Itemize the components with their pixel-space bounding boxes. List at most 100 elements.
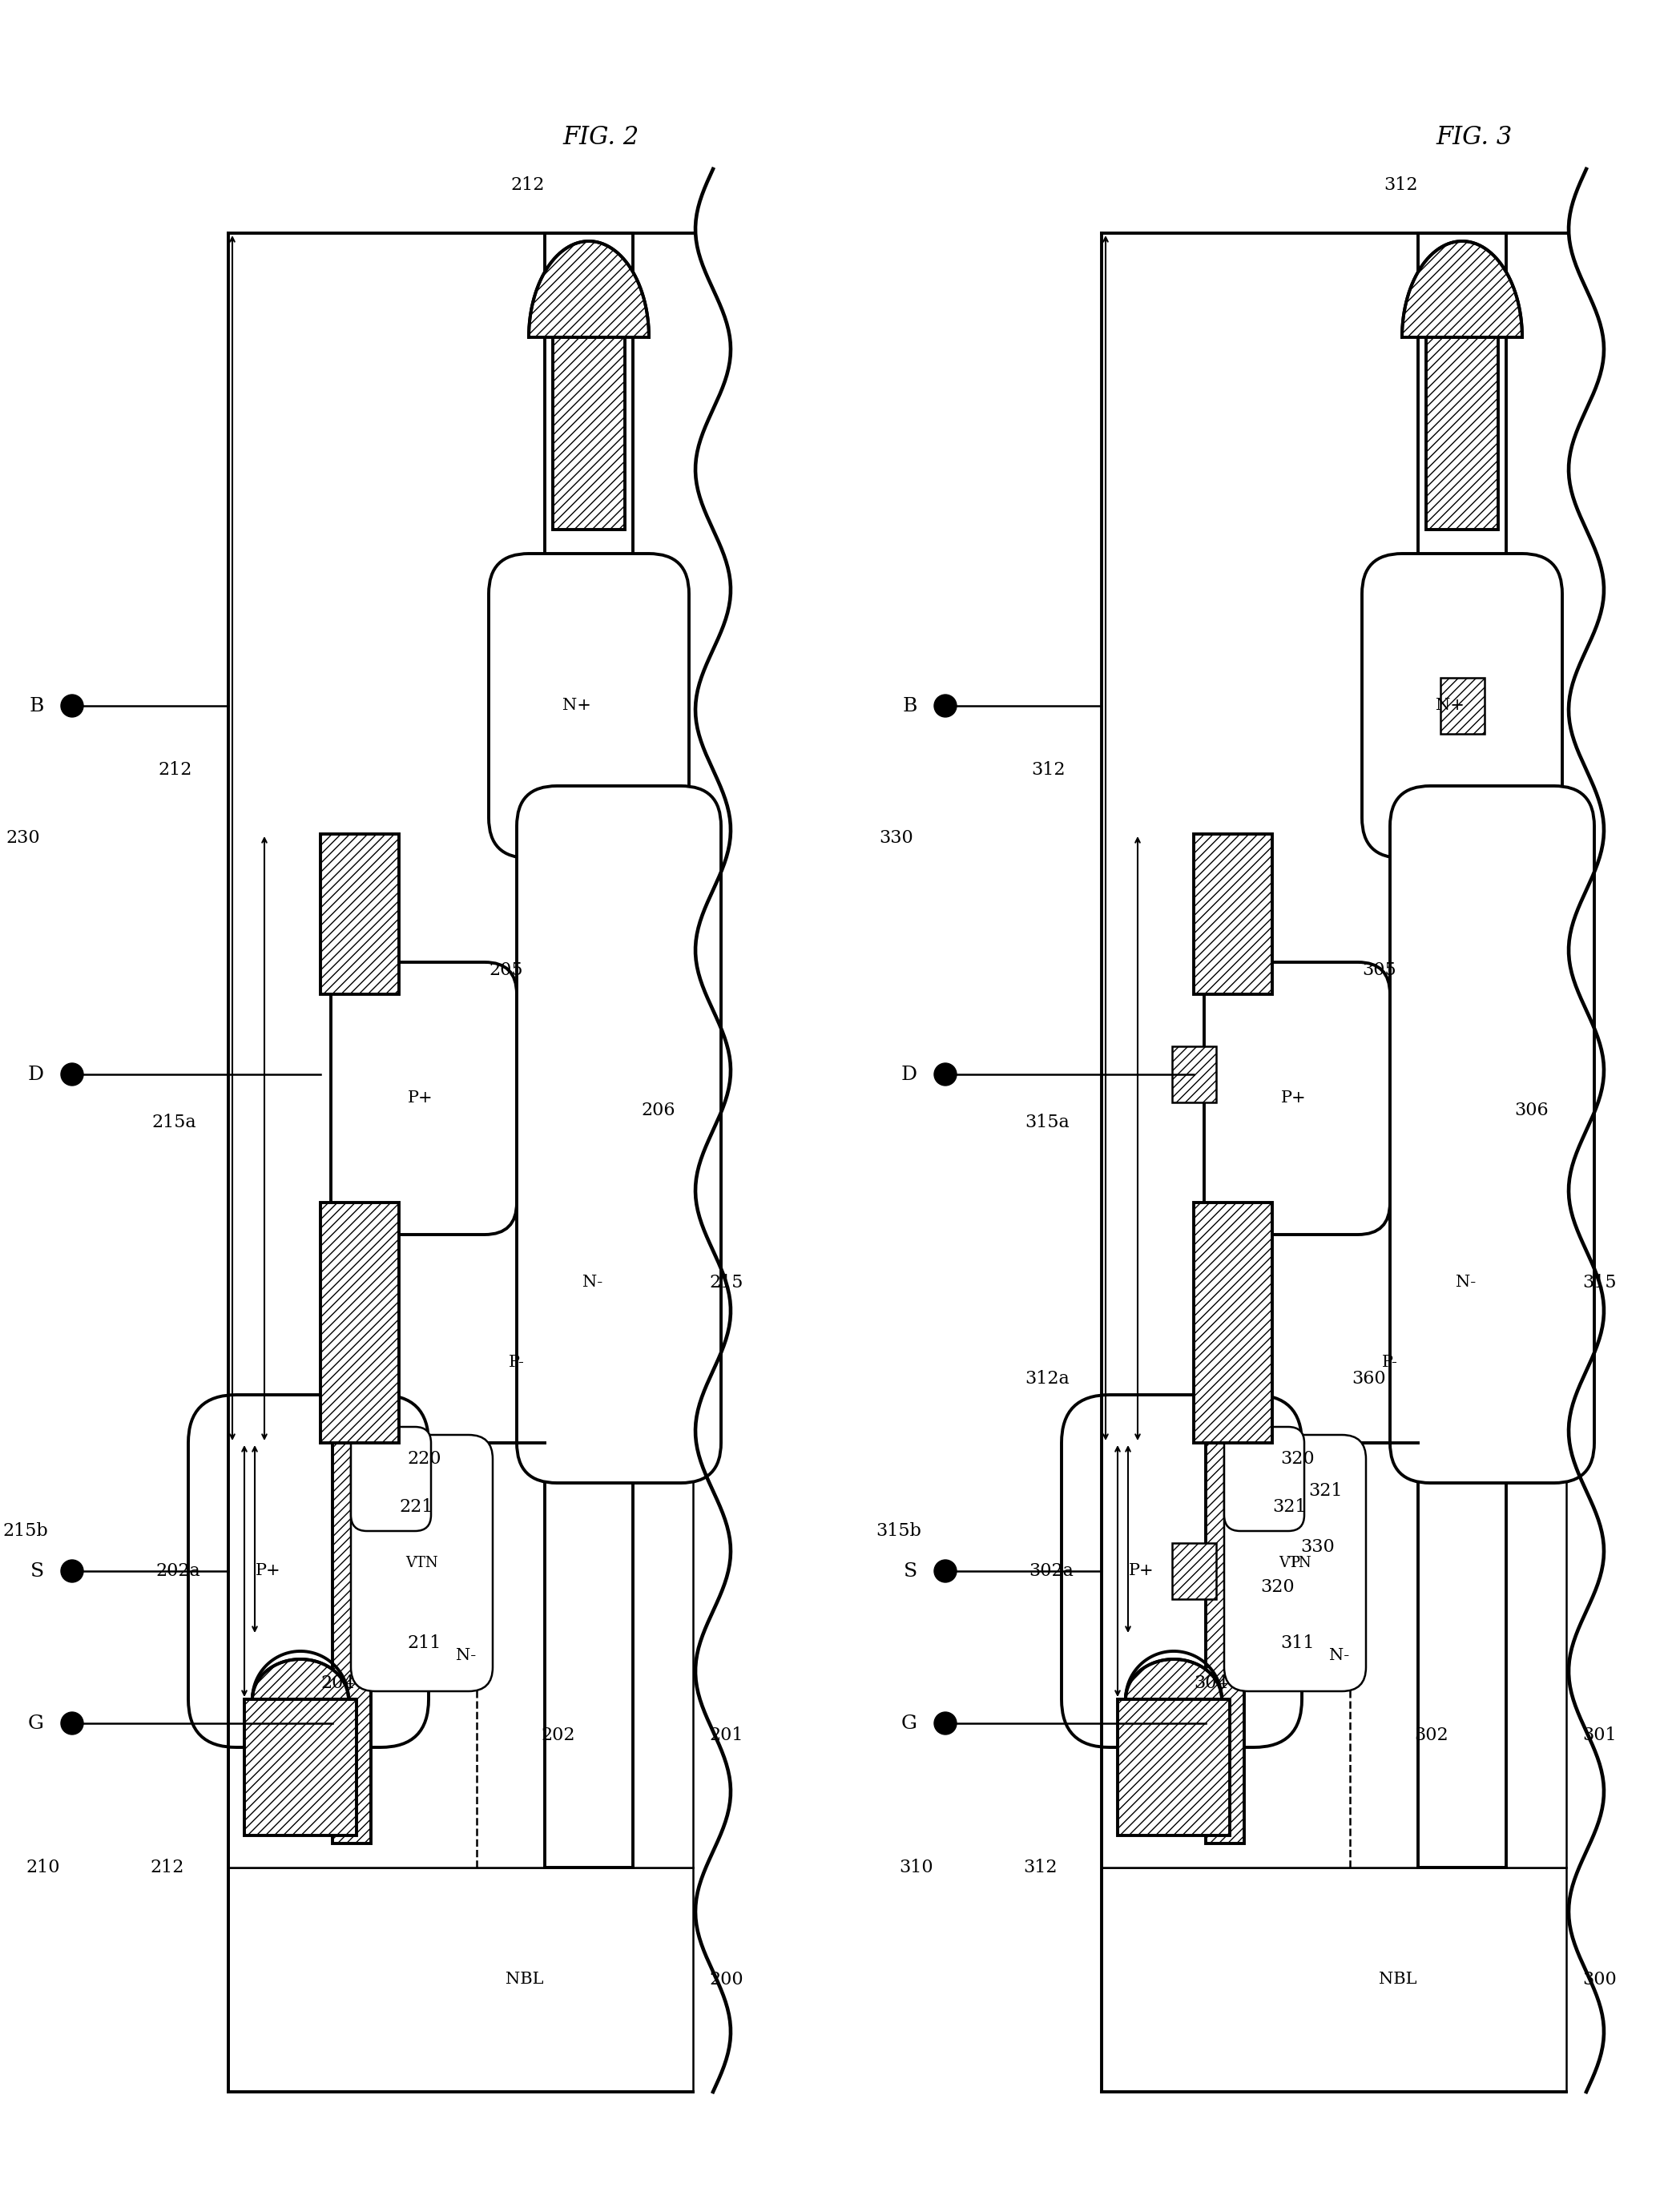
Text: 221: 221 [399, 1498, 433, 1515]
Text: N+: N+ [1436, 699, 1464, 714]
Text: 220: 220 [408, 1451, 441, 1469]
Text: 201: 201 [709, 1728, 744, 1743]
Bar [228, 1442, 692, 1867]
Text: 204: 204 [321, 1674, 354, 1692]
Bar [1102, 1867, 1566, 2093]
FancyBboxPatch shape [518, 785, 721, 1482]
Text: P+: P+ [256, 1564, 281, 1579]
Polygon shape [1403, 241, 1523, 336]
Text: 215a: 215a [151, 1113, 196, 1130]
Text: B: B [902, 697, 917, 714]
Text: FIG. 2: FIG. 2 [562, 124, 639, 150]
Text: 200: 200 [709, 1971, 744, 1989]
Text: 330: 330 [879, 830, 914, 847]
Text: 311: 311 [1280, 1635, 1315, 1652]
Text: 210: 210 [27, 1858, 60, 1876]
Text: 212: 212 [150, 1858, 185, 1876]
Circle shape [934, 1064, 957, 1086]
FancyBboxPatch shape [1361, 553, 1562, 858]
Text: P-: P- [509, 1356, 524, 1371]
Text: 306: 306 [1514, 1102, 1548, 1119]
Text: NBL: NBL [1379, 1973, 1418, 1986]
Text: 315b: 315b [875, 1522, 922, 1540]
Text: 312a: 312a [1025, 1369, 1070, 1387]
Bar [1171, 1046, 1216, 1102]
Text: VTN: VTN [1280, 1555, 1311, 1571]
Text: 212: 212 [511, 177, 544, 195]
Text: 212: 212 [158, 761, 193, 779]
Text: N-: N- [582, 1274, 602, 1290]
Text: 301: 301 [1582, 1728, 1616, 1743]
Text: 215b: 215b [3, 1522, 48, 1540]
Circle shape [934, 695, 957, 717]
Text: N-: N- [1456, 1274, 1476, 1290]
Text: 230: 230 [7, 830, 40, 847]
FancyBboxPatch shape [1389, 785, 1594, 1482]
Bar [1206, 1442, 1245, 1843]
Bar [1118, 1699, 1230, 1836]
Text: 321: 321 [1308, 1482, 1343, 1500]
Circle shape [62, 1712, 83, 1734]
Text: NBL: NBL [506, 1973, 544, 1986]
Bar [321, 834, 399, 993]
Text: P+: P+ [408, 1091, 433, 1106]
Text: P-: P- [1383, 1356, 1398, 1371]
Text: 312: 312 [1384, 177, 1418, 195]
Text: FIG. 3: FIG. 3 [1436, 124, 1513, 150]
Bar [1102, 1442, 1566, 1867]
Bar [1439, 677, 1484, 734]
FancyBboxPatch shape [1225, 1436, 1366, 1692]
Text: VTN: VTN [406, 1555, 438, 1571]
Bar [1193, 834, 1273, 993]
FancyBboxPatch shape [351, 1427, 431, 1531]
Bar [245, 1699, 356, 1836]
Text: B: B [30, 697, 43, 714]
Text: N-: N- [456, 1648, 476, 1663]
Text: 202a: 202a [156, 1562, 200, 1579]
Text: 215: 215 [709, 1274, 742, 1292]
Text: P+: P+ [1128, 1564, 1155, 1579]
Text: 330: 330 [1300, 1537, 1335, 1555]
Text: 300: 300 [1582, 1971, 1616, 1989]
Polygon shape [529, 241, 649, 336]
Text: 360: 360 [1351, 1369, 1386, 1387]
Circle shape [62, 1559, 83, 1582]
Text: G: G [902, 1714, 917, 1732]
Bar [1426, 336, 1498, 529]
Bar [333, 1442, 371, 1843]
Text: 206: 206 [641, 1102, 676, 1119]
Text: P: P [1290, 1555, 1300, 1571]
Text: S: S [904, 1562, 917, 1579]
Text: 315: 315 [1582, 1274, 1616, 1292]
Circle shape [62, 695, 83, 717]
Text: 302a: 302a [1028, 1562, 1073, 1579]
FancyBboxPatch shape [1205, 962, 1389, 1234]
FancyBboxPatch shape [1225, 1427, 1305, 1531]
Circle shape [934, 1712, 957, 1734]
Bar [552, 336, 626, 529]
Text: G: G [28, 1714, 43, 1732]
Text: 304: 304 [1193, 1674, 1228, 1692]
Text: D: D [28, 1066, 43, 1084]
FancyBboxPatch shape [1062, 1396, 1301, 1747]
FancyBboxPatch shape [188, 1396, 429, 1747]
Text: 312: 312 [1023, 1858, 1058, 1876]
FancyBboxPatch shape [489, 553, 689, 858]
FancyBboxPatch shape [351, 1436, 493, 1692]
Circle shape [934, 1559, 957, 1582]
Text: 211: 211 [408, 1635, 441, 1652]
FancyBboxPatch shape [331, 962, 518, 1234]
Bar [1193, 1203, 1273, 1442]
Text: S: S [30, 1562, 43, 1579]
Text: P+: P+ [1281, 1091, 1306, 1106]
Bar [228, 1867, 692, 2093]
Polygon shape [245, 1659, 356, 1699]
Text: N+: N+ [562, 699, 591, 714]
Text: 320: 320 [1280, 1451, 1315, 1469]
Text: 302: 302 [1414, 1728, 1448, 1743]
Bar [321, 1203, 399, 1442]
Text: N-: N- [1330, 1648, 1350, 1663]
Bar [1171, 1544, 1216, 1599]
Text: 320: 320 [1260, 1579, 1295, 1595]
Text: 205: 205 [489, 962, 522, 980]
